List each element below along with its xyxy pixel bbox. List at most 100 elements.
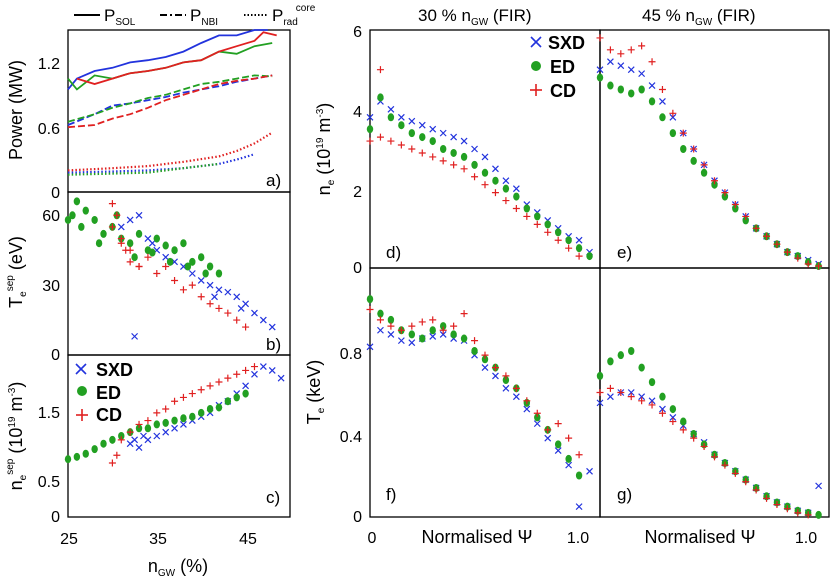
panel-e-point-sxd-1	[606, 58, 614, 66]
panel-d-point-cd-19	[565, 244, 573, 252]
tick-d-4: 4	[353, 104, 362, 121]
panel-g-point-sxd-0	[596, 399, 604, 407]
panel-b-point-ed-0	[64, 215, 72, 224]
panel-d-point-sxd-9	[460, 137, 468, 145]
panel-g-point-cd-7	[669, 418, 677, 426]
panel-d-point-cd-11	[481, 181, 489, 189]
panel-b-point-ed-13	[171, 246, 178, 255]
panel-g-point-sxd-5	[648, 397, 656, 405]
panel-d-point-ed-10	[471, 160, 478, 169]
panel-d-point-sxd-10	[471, 145, 478, 153]
power-legend: PSOL PNBI Pradcore	[74, 3, 316, 28]
panel-c-point-ed-12	[171, 416, 178, 425]
panel-b-point-cd-11	[188, 281, 196, 289]
panel-b-point-ed-8	[126, 239, 134, 248]
panel-g-point-cd-0	[596, 389, 604, 396]
panel-g-point-ed-8	[680, 417, 687, 426]
tick-d-2: 2	[353, 184, 362, 201]
panel-f-point-ed-10	[471, 347, 478, 355]
panel-label-b: b)	[266, 335, 281, 354]
panel-g-point-cd-12	[721, 461, 729, 469]
tick-a-0.6: 0.6	[38, 121, 60, 138]
panel-e-point-cd-4	[638, 42, 646, 50]
panel-c-point-sxd-7	[171, 424, 178, 432]
panel-b-point-sxd-19	[148, 239, 156, 247]
panel-f-point-cd-5	[418, 318, 426, 326]
panel-a-line-ed-p-rad	[67, 162, 220, 176]
legend-d-cd-plus-marker	[530, 84, 542, 96]
panel-c-point-ed-16	[206, 405, 214, 413]
panel-f-point-sxd-1	[377, 326, 384, 334]
prad-legend-label: Pradcore	[272, 3, 316, 28]
panel-e-point-cd-13	[731, 201, 739, 209]
panel-e-point-ed-5	[648, 97, 656, 106]
panel-d-point-sxd-13	[502, 177, 510, 185]
panel-c-point-cd-13	[215, 378, 223, 386]
panel-b-point-sxd-17	[268, 323, 276, 331]
panel-d-point-ed-2	[387, 113, 395, 122]
panel-c-point-sxd-15	[242, 382, 250, 390]
panel-g-point-sxd-7	[669, 413, 677, 421]
panel-f-point-cd-6	[429, 316, 437, 324]
panel-e-point-cd-12	[721, 189, 729, 197]
panel-e-point-ed-11	[711, 180, 718, 189]
panel-c-point-cd-5	[144, 417, 152, 425]
panel-f-point-cd-9	[460, 310, 468, 318]
panel-f-point-ed-18	[554, 440, 562, 449]
panel-e-point-cd-11	[711, 177, 718, 185]
panel-b-point-cd-15	[224, 309, 232, 317]
panel-b-point-cd-14	[215, 304, 223, 312]
panel-b-point-cd-18	[108, 223, 116, 231]
panel-e-point-cd-9	[690, 145, 698, 153]
panel-f-point-sxd-19	[565, 461, 573, 469]
panel-d-point-ed-18	[554, 228, 562, 237]
panel-f-point-cd-12	[491, 364, 499, 372]
panel-f-point-cd-18	[554, 420, 562, 428]
pnbi-legend-label: PNBI	[190, 6, 218, 28]
panel-b-point-ed-20	[95, 239, 103, 248]
panel-d-point-sxd-8	[450, 133, 458, 141]
panel-c-point-cd-12	[206, 382, 214, 390]
panel-c-point-ed-9	[144, 424, 152, 433]
panel-g-point-cd-8	[679, 426, 687, 434]
panel-c-point-cd-16	[242, 366, 250, 374]
tick-d-6: 6	[353, 24, 362, 41]
panel-g-point-cd-3	[627, 393, 635, 401]
panel-d-point-ed-1	[377, 93, 384, 102]
panel-f-point-sxd-3	[397, 337, 405, 345]
panel-c-point-cd-4	[135, 420, 143, 428]
panel-g-point-ed-21	[815, 510, 822, 519]
panel-f-xlabel: Normalised Ψ	[421, 527, 532, 547]
panel-b-point-sxd-16	[259, 316, 267, 324]
panel-a-line-sxd-p-nbi	[67, 74, 273, 126]
panel-g-point-cd-16	[763, 494, 771, 502]
panel-f-point-sxd-12	[492, 372, 499, 380]
panel-g-point-ed-1	[607, 357, 614, 366]
panel-c-point-sxd-8	[180, 421, 187, 428]
panel-b-point-cd-16	[233, 316, 241, 324]
panel-f-point-cd-1	[376, 316, 384, 324]
panel-b-point-sxd-8	[188, 270, 196, 277]
panel-b-point-sxd-18	[131, 332, 139, 340]
panel-b-point-sxd-5	[162, 253, 170, 261]
legend-ed-label: ED	[96, 383, 121, 403]
panel-d-point-ed-21	[586, 252, 593, 261]
panel-a-line-cd-p-sol	[76, 31, 277, 85]
panel-b-point-ed-5	[100, 229, 107, 238]
panel-b-point-sxd-10	[206, 281, 214, 289]
panel-f-point-cd-3	[397, 326, 405, 334]
panel-c-point-cd-9	[179, 393, 187, 401]
panel-d-point-cd-10	[471, 173, 479, 181]
panel-label-g: g)	[617, 485, 632, 504]
panel-g-point-ed-3	[628, 347, 635, 355]
panel-g-point-cd-19	[794, 509, 802, 517]
panel-g-point-sxd-21	[815, 482, 823, 490]
panel-f-point-cd-15	[523, 397, 531, 405]
panel-e-point-cd-15	[752, 224, 760, 232]
header-30pct: 30 % nGW (FIR)	[418, 6, 532, 28]
panel-d-point-ed-0	[366, 125, 374, 134]
panel-d-point-ed-12	[492, 176, 499, 185]
panel-e-point-sxd-3	[627, 66, 635, 74]
legend-sxd-label: SXD	[96, 360, 133, 380]
panel-d-point-ed-3	[398, 121, 405, 130]
